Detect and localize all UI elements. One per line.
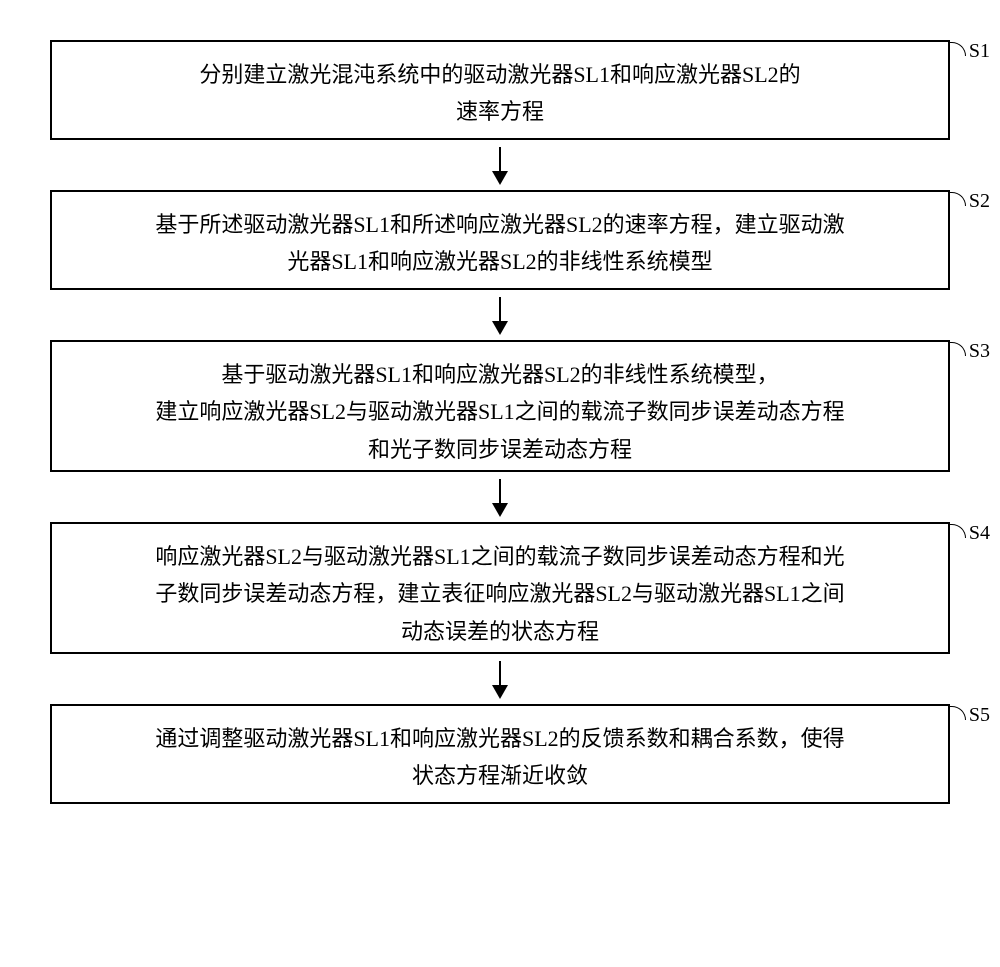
arrow-down-icon — [499, 661, 501, 697]
step-text-line: 通过调整驱动激光器SL1和响应激光器SL2的反馈系数和耦合系数，使得 — [72, 720, 928, 757]
step-text-line: 基于所述驱动激光器SL1和所述响应激光器SL2的速率方程，建立驱动激 — [72, 206, 928, 243]
step-box-s5: S5 通过调整驱动激光器SL1和响应激光器SL2的反馈系数和耦合系数，使得 状态… — [50, 704, 950, 804]
step-box-s3: S3 基于驱动激光器SL1和响应激光器SL2的非线性系统模型， 建立响应激光器S… — [50, 340, 950, 472]
step-text-line: 状态方程渐近收敛 — [72, 757, 928, 794]
step-label-s2: S2 — [969, 184, 990, 218]
step-box-s4: S4 响应激光器SL2与驱动激光器SL1之间的载流子数同步误差动态方程和光 子数… — [50, 522, 950, 654]
step-label-s1: S1 — [969, 34, 990, 68]
arrow-container — [50, 472, 950, 522]
label-connector — [948, 42, 966, 56]
step-box-s1: S1 分别建立激光混沌系统中的驱动激光器SL1和响应激光器SL2的 速率方程 — [50, 40, 950, 140]
arrow-container — [50, 290, 950, 340]
step-text-line: 子数同步误差动态方程，建立表征响应激光器SL2与驱动激光器SL1之间 — [72, 575, 928, 612]
step-box-s2: S2 基于所述驱动激光器SL1和所述响应激光器SL2的速率方程，建立驱动激 光器… — [50, 190, 950, 290]
step-text-line: 分别建立激光混沌系统中的驱动激光器SL1和响应激光器SL2的 — [72, 56, 928, 93]
step-text-line: 建立响应激光器SL2与驱动激光器SL1之间的载流子数同步误差动态方程 — [72, 393, 928, 430]
arrow-down-icon — [499, 297, 501, 333]
arrow-container — [50, 140, 950, 190]
arrow-down-icon — [499, 479, 501, 515]
label-connector — [948, 342, 966, 356]
step-label-s4: S4 — [969, 516, 990, 550]
step-text-line: 和光子数同步误差动态方程 — [72, 431, 928, 468]
label-connector — [948, 706, 966, 720]
step-text-line: 光器SL1和响应激光器SL2的非线性系统模型 — [72, 243, 928, 280]
arrow-down-icon — [499, 147, 501, 183]
step-text-line: 基于驱动激光器SL1和响应激光器SL2的非线性系统模型， — [72, 356, 928, 393]
label-connector — [948, 524, 966, 538]
step-label-s5: S5 — [969, 698, 990, 732]
step-text-line: 速率方程 — [72, 93, 928, 130]
flowchart-container: S1 分别建立激光混沌系统中的驱动激光器SL1和响应激光器SL2的 速率方程 S… — [50, 40, 950, 804]
step-label-s3: S3 — [969, 334, 990, 368]
arrow-container — [50, 654, 950, 704]
step-text-line: 动态误差的状态方程 — [72, 613, 928, 650]
step-text-line: 响应激光器SL2与驱动激光器SL1之间的载流子数同步误差动态方程和光 — [72, 538, 928, 575]
label-connector — [948, 192, 966, 206]
